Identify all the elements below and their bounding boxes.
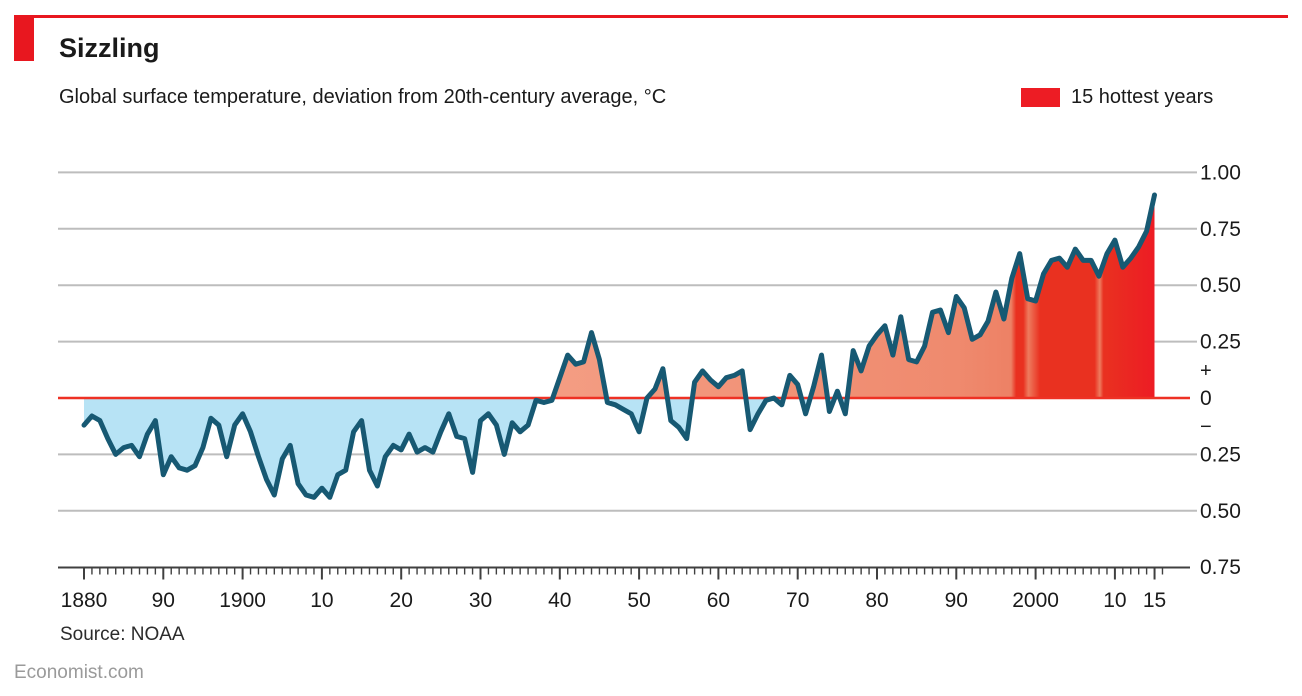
top-red-rule	[14, 15, 1288, 18]
economist-footer: Economist.com	[14, 662, 144, 683]
source-note: Source: NOAA	[60, 624, 185, 645]
chart-title: Sizzling	[59, 33, 160, 63]
x-tick-label: 70	[786, 589, 809, 612]
above-average-area	[84, 195, 1155, 398]
x-tick-label: 30	[469, 589, 492, 612]
red-brand-block	[14, 15, 34, 61]
y-tick-label: 0.75	[1200, 218, 1241, 241]
x-tick-label: 90	[945, 589, 968, 612]
y-tick-label: 0.50	[1200, 274, 1241, 297]
y-tick-label: 0	[1200, 387, 1212, 410]
legend: 15 hottest years	[1021, 86, 1213, 109]
x-tick-label: 15	[1143, 589, 1166, 612]
below-average-area	[84, 398, 1155, 498]
y-tick-label: 0.25	[1200, 443, 1241, 466]
x-tick-label: 2000	[1012, 589, 1059, 612]
x-tick-label: 50	[627, 589, 650, 612]
chart-subtitle: Global surface temperature, deviation fr…	[59, 86, 667, 108]
x-tick-label: 10	[310, 589, 333, 612]
y-tick-label: 1.00	[1200, 161, 1241, 184]
x-tick-label: 60	[707, 589, 730, 612]
x-tick-label: 80	[865, 589, 888, 612]
y-tick-label: 0.75	[1200, 556, 1241, 579]
x-tick-label: 1880	[61, 589, 108, 612]
x-tick-label: 40	[548, 589, 571, 612]
x-tick-label: 1900	[219, 589, 266, 612]
y-tick-label: 0.50	[1200, 500, 1241, 523]
temperature-line	[81, 192, 1157, 500]
y-tick-label: +	[1200, 360, 1212, 382]
legend-red-swatch	[1021, 88, 1060, 107]
y-tick-label: 0.25	[1200, 331, 1241, 354]
x-tick-label: 10	[1103, 589, 1126, 612]
y-tick-label: −	[1200, 416, 1212, 438]
legend-label: 15 hottest years	[1071, 86, 1214, 108]
x-tick-label: 90	[152, 589, 175, 612]
x-tick-label: 20	[390, 589, 413, 612]
